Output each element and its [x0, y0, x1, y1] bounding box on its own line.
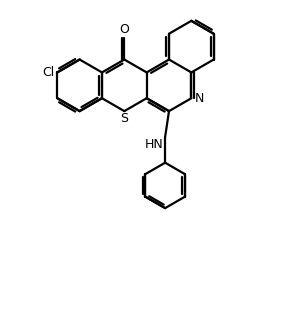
Text: S: S — [120, 113, 128, 125]
Text: O: O — [119, 23, 129, 35]
Text: HN: HN — [144, 138, 163, 151]
Text: N: N — [194, 92, 204, 105]
Text: Cl: Cl — [42, 66, 54, 79]
